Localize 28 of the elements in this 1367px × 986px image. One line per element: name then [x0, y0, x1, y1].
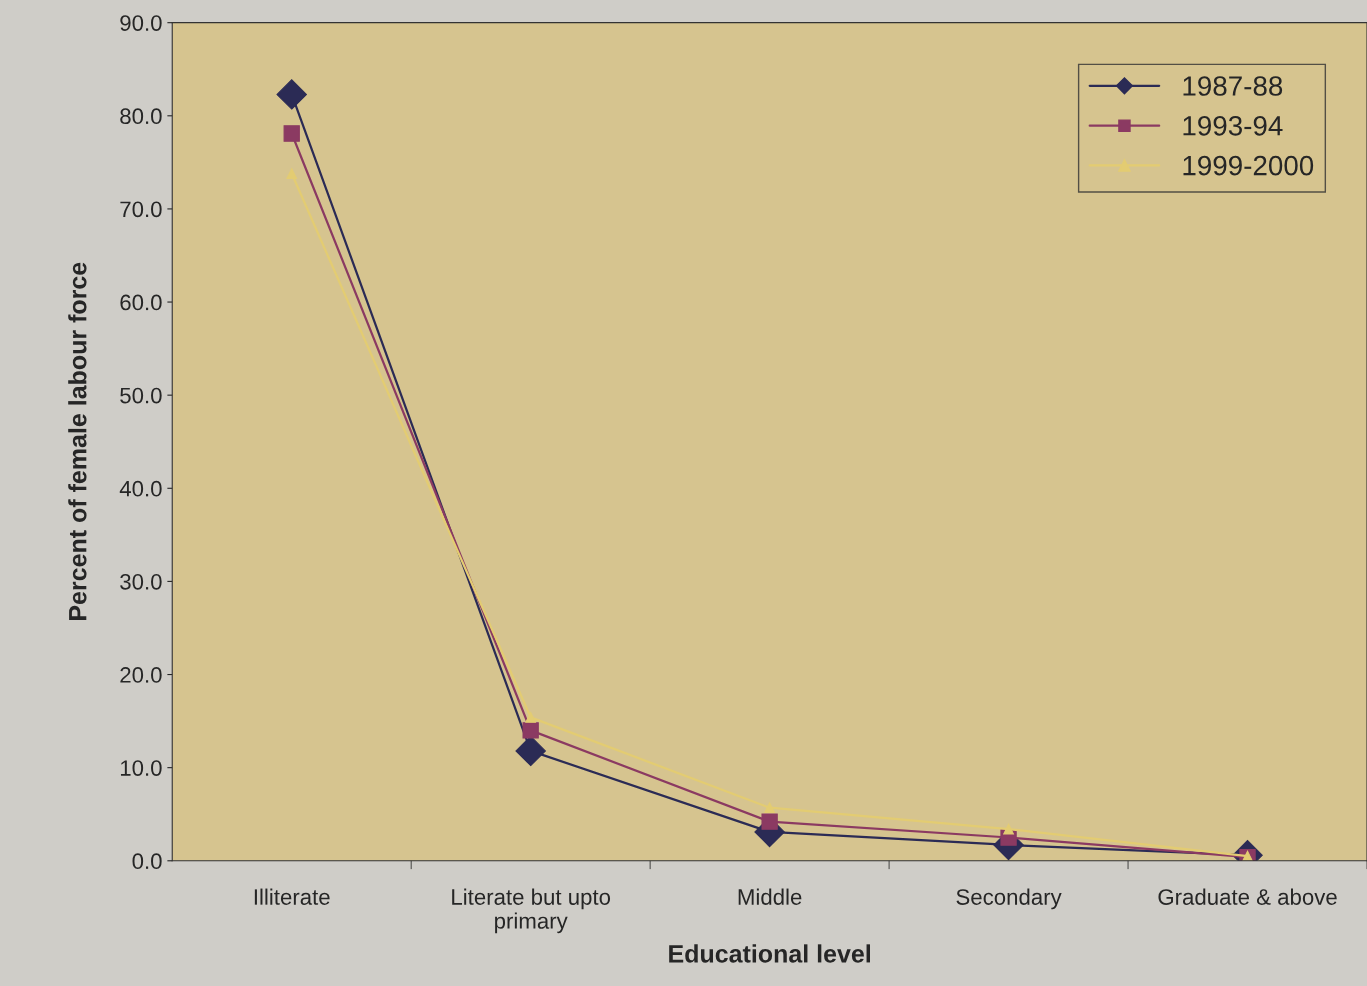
- point: [525, 711, 537, 723]
- y-tick-label: 30.0: [120, 573, 162, 590]
- x-tick-label: Illiterate: [254, 888, 330, 905]
- point: [276, 79, 307, 110]
- point: [522, 722, 539, 739]
- x-tick-label: Graduate & above: [1158, 888, 1337, 905]
- y-tick-label: 10.0: [120, 760, 162, 776]
- y-tick-label: 40.0: [119, 480, 162, 497]
- x-tick-label: Middle: [738, 888, 802, 905]
- legend-label: 1993-94: [1183, 115, 1283, 136]
- point: [764, 802, 775, 814]
- x-tick-label: Literate but upto primary: [452, 888, 611, 934]
- y-tick-label: 20.0: [120, 667, 162, 683]
- point: [286, 168, 298, 179]
- y-tick-label: 70.0: [120, 201, 162, 218]
- y-tick-label: 90.0: [120, 15, 162, 31]
- legend-label: 1999-2000: [1183, 155, 1314, 176]
- y-axis-title: Percent of female labour force: [68, 262, 87, 620]
- y-tick-label: 50.0: [120, 387, 162, 404]
- point: [283, 125, 300, 142]
- y-tick-label: 60.0: [120, 294, 162, 311]
- point: [761, 813, 778, 830]
- x-axis-title: Educational level: [669, 944, 870, 963]
- x-tick-label: Secondary: [956, 888, 1062, 910]
- y-tick-label: 80.0: [120, 108, 162, 125]
- point: [1003, 823, 1014, 835]
- legend-label: 1987-88: [1183, 76, 1283, 96]
- y-tick-label: 0.0: [132, 853, 162, 870]
